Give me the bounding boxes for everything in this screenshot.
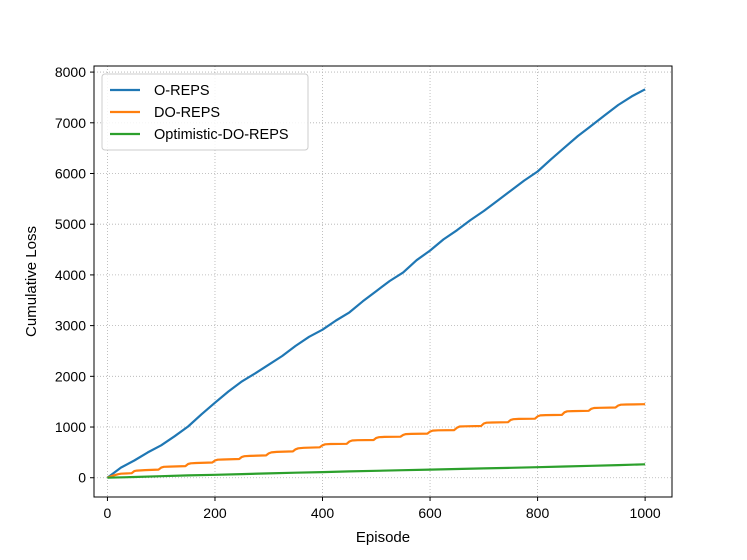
x-tick-label: 1000 <box>630 505 661 521</box>
legend-box <box>101 73 309 151</box>
y-axis-ticks: 0 1000 2000 3000 4000 5000 6000 7000 8000 <box>55 64 94 486</box>
x-tick-label: 800 <box>526 505 550 521</box>
grid-lines <box>94 66 672 497</box>
x-axis-ticks: 0 200 400 600 800 1000 <box>104 497 661 521</box>
x-axis-label: Episode <box>356 529 410 546</box>
y-tick-label: 1000 <box>55 419 86 435</box>
legend-label: Optimistic-DO-REPS <box>154 127 289 143</box>
series-line-do-reps <box>107 403 646 479</box>
legend-label: O-REPS <box>154 83 210 99</box>
y-tick-label: 0 <box>78 470 86 486</box>
x-tick-label: 0 <box>104 505 112 521</box>
y-tick-label: 7000 <box>55 115 86 131</box>
x-tick-label: 200 <box>203 505 227 521</box>
legend: O-REPS DO-REPS Optimistic-DO-REPS <box>101 73 309 151</box>
y-tick-label: 4000 <box>55 267 86 283</box>
y-axis-label: Cumulative Loss <box>23 226 40 337</box>
series-line-optimistic-do-reps <box>107 463 646 479</box>
y-tick-label: 5000 <box>55 216 86 232</box>
y-tick-label: 2000 <box>55 368 86 384</box>
x-tick-label: 600 <box>418 505 442 521</box>
plot-frame <box>93 65 673 498</box>
x-tick-label: 400 <box>311 505 335 521</box>
legend-label: DO-REPS <box>154 105 220 121</box>
y-tick-label: 8000 <box>55 64 86 80</box>
series-lines <box>106 88 646 479</box>
y-tick-label: 3000 <box>55 318 86 334</box>
series-line-o-reps <box>106 88 646 479</box>
y-tick-label: 6000 <box>55 165 86 181</box>
